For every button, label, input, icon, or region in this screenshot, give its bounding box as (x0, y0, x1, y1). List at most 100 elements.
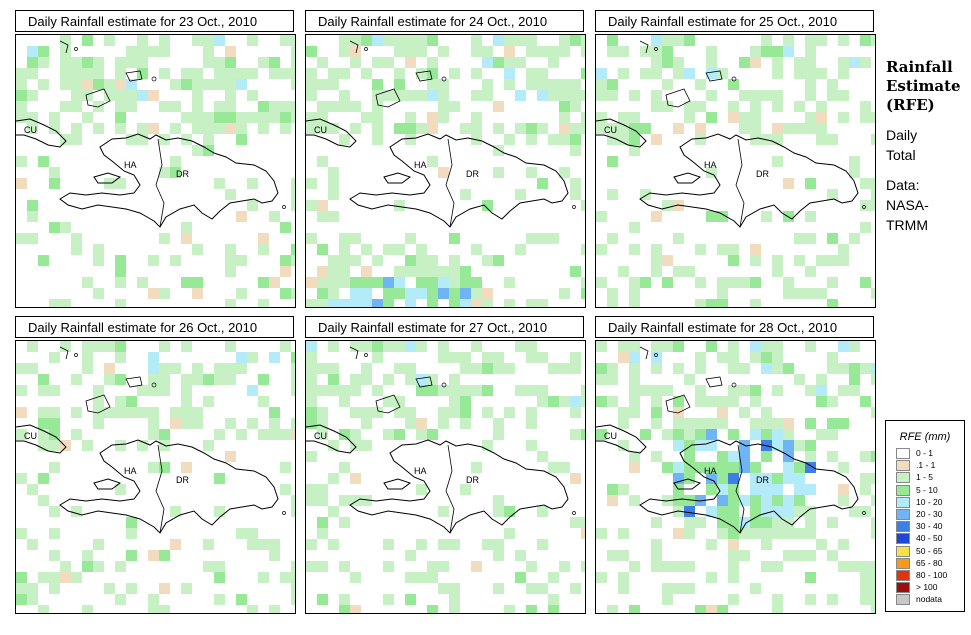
rain-cell (651, 341, 662, 352)
rain-cell (214, 79, 225, 90)
rain-cell (38, 156, 49, 167)
rain-cell (651, 550, 662, 561)
rain-cell (361, 68, 372, 79)
rain-cell (673, 266, 684, 277)
rain-cell (49, 222, 60, 233)
rain-cell (827, 451, 838, 462)
rain-cell (673, 429, 684, 440)
rain-cell (339, 462, 350, 473)
rain-cell (805, 462, 816, 473)
rain-cell (607, 550, 618, 561)
rain-cell (383, 277, 394, 288)
rain-cell (673, 123, 684, 134)
rain-cell (27, 539, 38, 550)
rain-cell (504, 407, 515, 418)
rain-cell (805, 385, 816, 396)
rain-cell (203, 35, 214, 46)
rain-cell (827, 418, 838, 429)
rain-cell (38, 418, 49, 429)
rain-cell (849, 374, 860, 385)
rain-cell (618, 572, 629, 583)
rain-cell (280, 429, 291, 440)
rain-cell (82, 352, 93, 363)
rain-cell (548, 79, 559, 90)
rain-cell (38, 429, 49, 440)
rainfall-map: CU HA DR (15, 340, 296, 614)
rain-cell (137, 385, 148, 396)
rain-cell (269, 68, 280, 79)
island (441, 76, 447, 82)
rain-cell (673, 583, 684, 594)
rain-cell (328, 277, 339, 288)
rain-cell (673, 561, 684, 572)
rain-cell (772, 528, 783, 539)
rain-cell (427, 288, 438, 299)
rain-cell (482, 539, 493, 550)
legend-label: 20 - 30 (916, 508, 943, 519)
rain-cell (71, 134, 82, 145)
rain-cell (438, 277, 449, 288)
rain-cell (695, 79, 706, 90)
rain-cell (559, 462, 570, 473)
rain-cell (750, 528, 761, 539)
rain-cell (772, 255, 783, 266)
rain-cell (225, 123, 236, 134)
rain-cell (717, 451, 728, 462)
rain-cell (27, 484, 38, 495)
rain-cell (717, 277, 728, 288)
rain-cell (38, 46, 49, 57)
rain-cell (794, 484, 805, 495)
rain-cell (750, 429, 761, 440)
rain-cell (203, 374, 214, 385)
rain-cell (772, 46, 783, 57)
rain-cell (460, 385, 471, 396)
rain-cell (838, 244, 849, 255)
rain-cell (159, 46, 170, 57)
rain-cell (203, 79, 214, 90)
rain-cell (662, 35, 673, 46)
rain-cell (860, 101, 871, 112)
rain-cell (394, 363, 405, 374)
rain-cell (181, 418, 192, 429)
rain-cell (772, 341, 783, 352)
rain-cell (871, 363, 875, 374)
rain-cell (137, 57, 148, 68)
rain-cell (581, 35, 585, 46)
rain-cell (93, 561, 104, 572)
rain-cell (607, 134, 618, 145)
rain-cell (750, 244, 761, 255)
rain-cell (695, 385, 706, 396)
rain-cell (27, 68, 38, 79)
rain-cell (717, 288, 728, 299)
rain-cell (291, 385, 295, 396)
rain-cell (607, 189, 618, 200)
rain-cell (728, 561, 739, 572)
rain-cell (104, 35, 115, 46)
rain-cell (838, 341, 849, 352)
rain-cell (493, 506, 504, 517)
rain-cell (328, 341, 339, 352)
rain-cell (805, 528, 816, 539)
rain-cell (482, 407, 493, 418)
rain-cell (291, 79, 295, 90)
rain-cell (203, 46, 214, 57)
island (731, 382, 737, 388)
rain-cell (559, 396, 570, 407)
rain-cell (115, 561, 126, 572)
rain-cell (258, 299, 269, 307)
rain-cell (471, 68, 482, 79)
rain-cell (761, 495, 772, 506)
rain-cell (559, 363, 570, 374)
island (349, 40, 359, 54)
rain-cell (225, 418, 236, 429)
rain-cell (849, 561, 860, 572)
rain-cell (515, 123, 526, 134)
island (441, 382, 447, 388)
rain-cell (214, 101, 225, 112)
haiti-dr-border (155, 138, 165, 228)
rain-cell (537, 46, 548, 57)
rain-cell (629, 451, 640, 462)
cuba-coastline (16, 118, 67, 148)
rain-cell (526, 79, 537, 90)
